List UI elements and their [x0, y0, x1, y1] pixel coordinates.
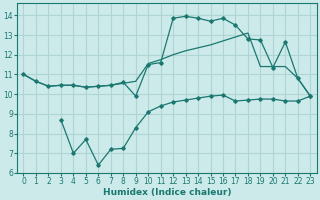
- X-axis label: Humidex (Indice chaleur): Humidex (Indice chaleur): [103, 188, 231, 197]
